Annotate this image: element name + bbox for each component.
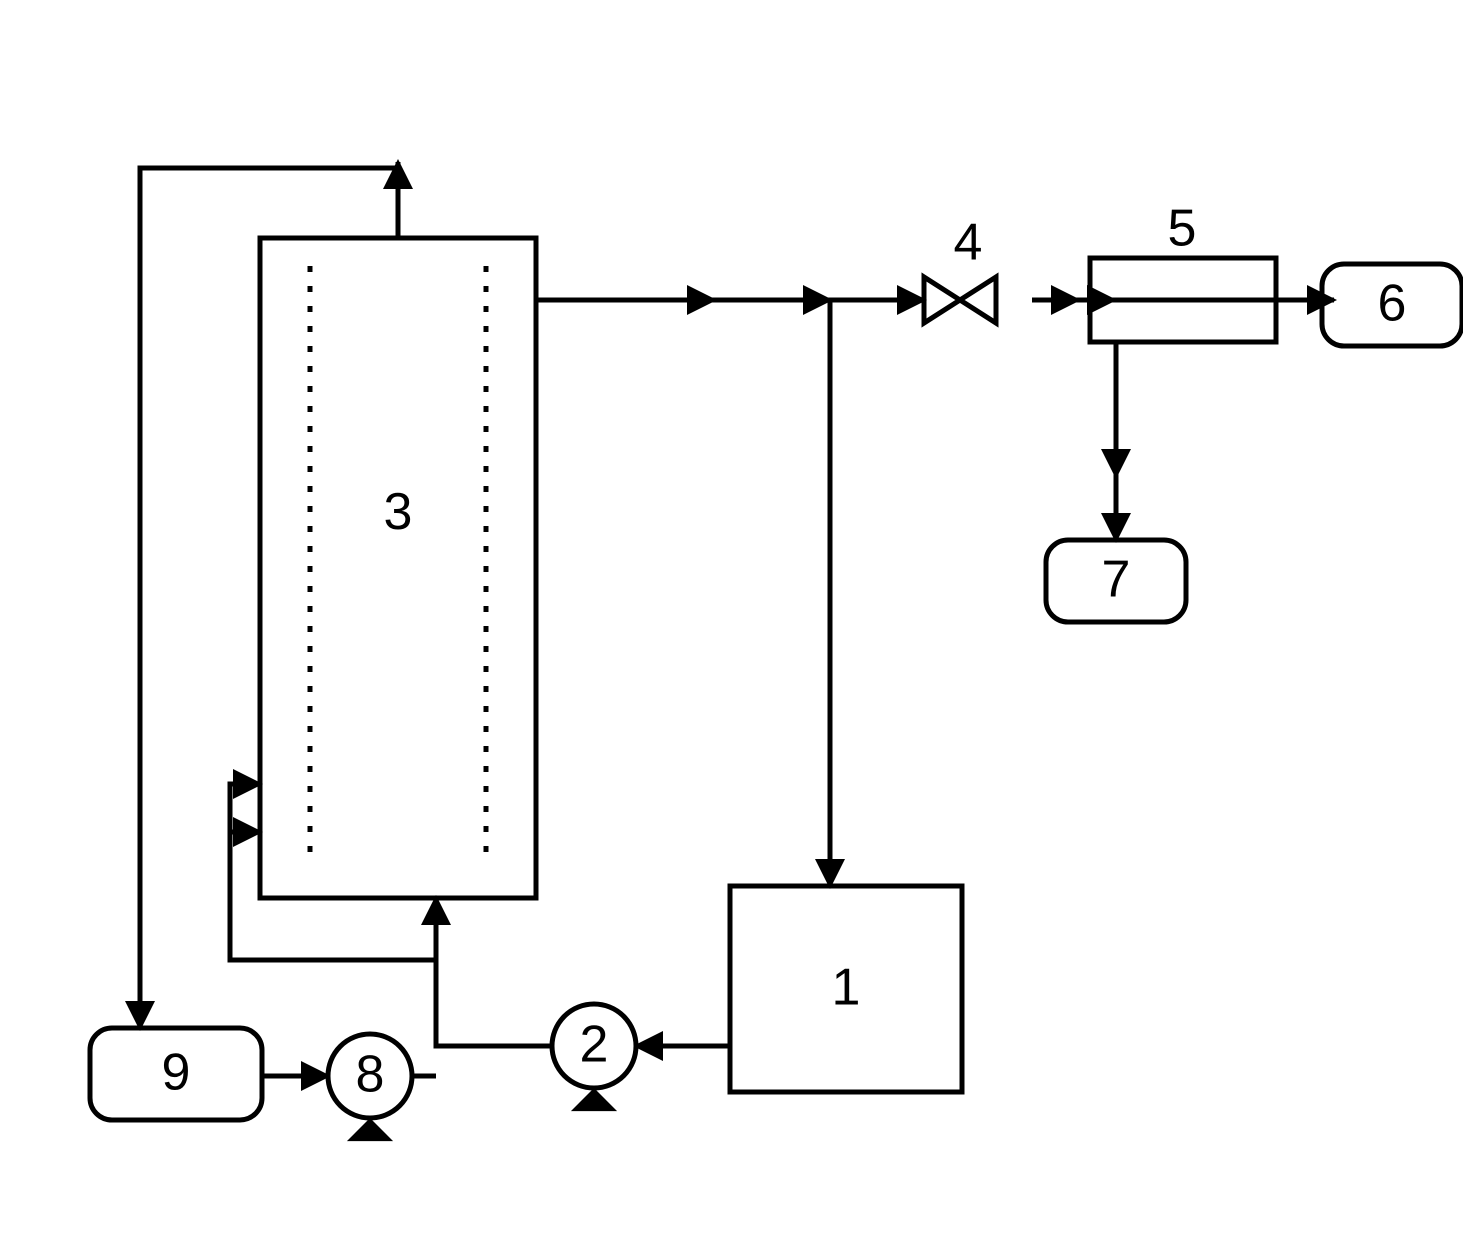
node-n9-label: 9 [162,1044,191,1102]
node-n8-label: 8 [356,1046,385,1104]
label4: 4 [954,214,983,272]
node-n1-label: 1 [832,959,861,1017]
node-n3-label: 3 [384,483,413,541]
node-n8-base [347,1118,393,1141]
diagram-canvas: 1 2 3 6 7 8 9 4 5 [0,0,1463,1233]
edge-left-back-upper [230,784,260,920]
node-n4-left [924,277,960,323]
node-n4-right [960,277,996,323]
node-n6-label: 6 [1378,275,1407,333]
node-n2-base [571,1088,617,1111]
node-n7-label: 7 [1102,551,1131,609]
edge-2-to-col-bottom [436,898,552,1046]
label5: 5 [1168,200,1197,258]
node-n2-label: 2 [580,1016,609,1074]
node-n3 [260,238,536,898]
